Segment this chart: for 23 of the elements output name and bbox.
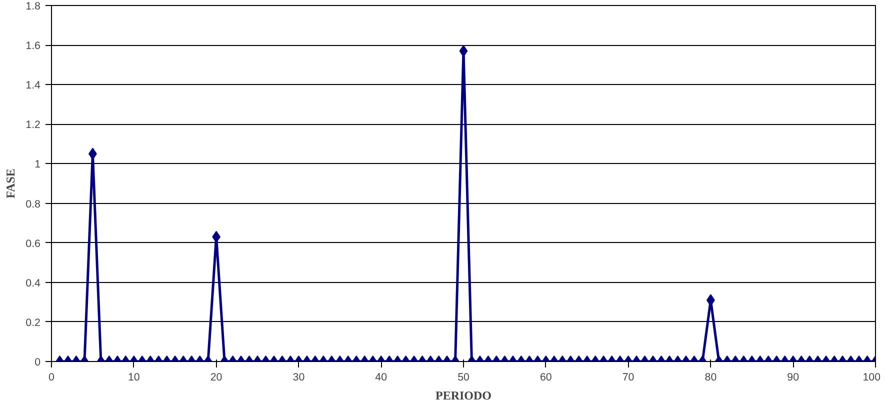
y-tick-label: 0.2 [26, 316, 41, 329]
y-tick-label: 1.2 [26, 119, 41, 132]
y-tick-label: 0.4 [26, 277, 41, 290]
y-tick-label: 0 [34, 356, 41, 368]
y-tick-label: 0.6 [26, 238, 41, 250]
y-tick-label: 1.6 [26, 40, 41, 52]
x-tick-label: 30 [292, 372, 305, 384]
x-tick-label: 0 [48, 372, 55, 384]
x-tick-label: 40 [375, 372, 388, 384]
x-tick-label: 20 [210, 372, 222, 384]
y-tick-label: 0.8 [26, 198, 41, 210]
y-axis-title: FASE [4, 168, 18, 198]
y-tick-label: 1.8 [26, 0, 41, 12]
x-tick-label: 70 [622, 372, 634, 384]
y-tick-label: 1 [34, 158, 41, 171]
x-tick-label: 80 [704, 372, 717, 384]
x-tick-label: 90 [787, 372, 800, 384]
x-tick-label: 50 [458, 372, 470, 384]
x-axis-title: PERIODO [436, 388, 492, 402]
x-tick-label: 100 [862, 372, 881, 384]
x-tick-label: 60 [540, 372, 552, 384]
y-tick-label: 1.4 [26, 80, 41, 92]
x-tick-label: 10 [128, 372, 140, 384]
